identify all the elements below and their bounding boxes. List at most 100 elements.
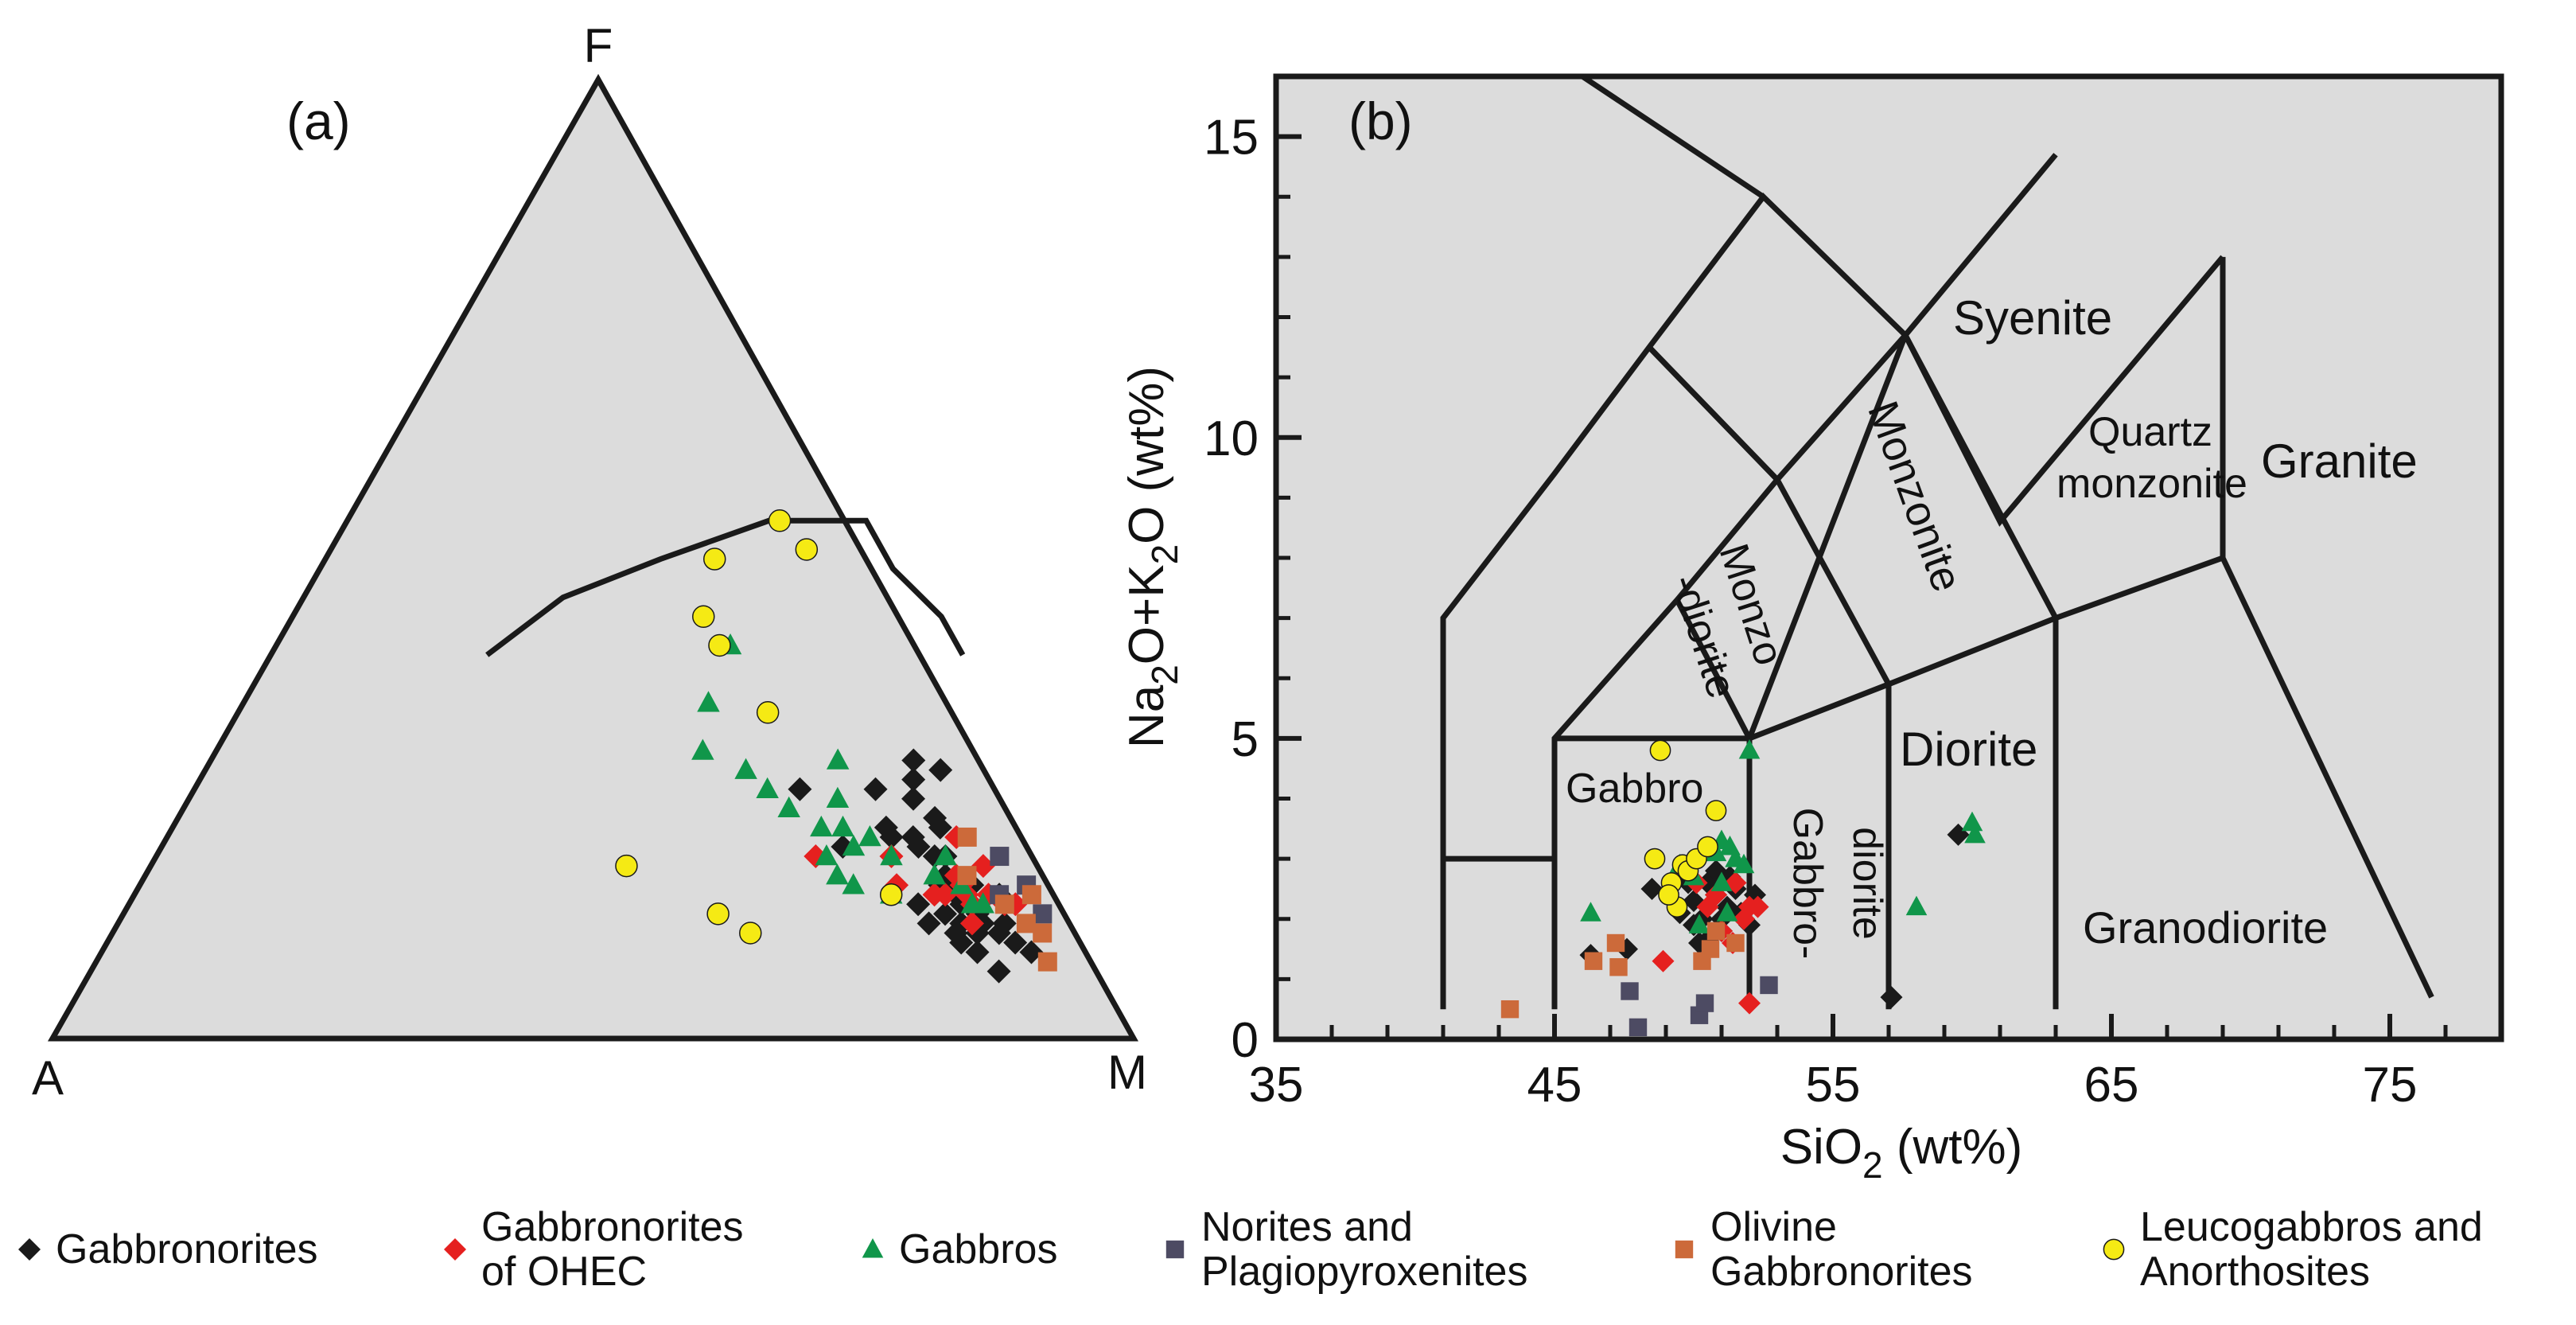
ternary-point [933,902,958,926]
field-label-quartz-monzonite-2: monzonite [2057,461,2247,507]
ternary-point [1037,952,1057,972]
ternary-point [916,911,941,936]
field-label-quartz-monzonite-1: Quartz [2088,409,2212,455]
ternary-point [702,548,726,571]
tas-point [1584,952,1603,970]
legend-item-gabbros: Gabbros [859,1186,1057,1313]
legend-label: Olivine Gabbronorites [1710,1204,1973,1295]
legend-label: Norites and Plagiopyroxenites [1201,1204,1528,1295]
ternary-point [957,827,977,847]
ternary-point [768,509,792,532]
tas-point [1710,871,1733,891]
tas-point [1606,933,1625,953]
y-tick-label: 5 [1232,712,1259,767]
ternary-point [788,777,812,801]
legend-marker-shape [18,1238,41,1261]
ternary-point [815,844,839,866]
ternary-point [928,815,952,840]
ternary-point [990,847,1010,867]
ternary-point [965,940,990,965]
tas-point [1760,976,1778,995]
tas-point [1697,836,1718,858]
vertex-label-f: F [584,19,613,72]
tas-point [1746,895,1769,918]
ternary-point [879,824,904,849]
ternary-point [692,605,715,629]
tas-point [1706,922,1726,941]
ternary-point [959,911,984,936]
ternary-point [1016,914,1036,933]
x-tick-label: 55 [1806,1058,1861,1113]
ternary-point [957,866,977,886]
tas-point [1621,982,1639,1000]
tas-point [1688,914,1710,933]
ternary-point [1033,904,1053,924]
tas-point [1609,958,1628,976]
ternary-point [901,786,926,811]
y-axis-label: Na2O+K2O (wt%) [1119,366,1185,748]
ternary-point [934,844,957,866]
field-label-granite: Granite [2261,435,2418,488]
ternary-point [880,844,903,866]
legend-label: Leucogabbros and Anorthosites [2140,1204,2483,1295]
tas-point [1500,1000,1520,1019]
legend-item-leucogabbros: Leucogabbros and Anorthosites [2100,1186,2483,1313]
ternary-point [842,873,865,894]
tas-point [1738,739,1761,759]
field-label-gabbrodiorite-1: Gabbro- [1784,808,1831,960]
legend-marker-shape [2103,1238,2125,1261]
x-axis-label: SiO2 (wt%) [1780,1120,2023,1186]
field-label-diorite: Diorite [1900,723,2037,776]
tholeiitic-calc-alkaline-boundary [485,517,966,657]
legend-marker [862,1238,884,1258]
tas-point [1738,992,1761,1015]
tas-field-boundary [1902,333,2059,1010]
ternary-point [971,854,995,879]
ternary-point [756,701,780,724]
ternary-point [901,748,926,773]
field-label-syenite: Syenite [1953,291,2112,345]
x-tick-label: 75 [2363,1058,2418,1113]
legend-label: Gabbronorites of OHEC [481,1204,744,1295]
tas-point [1733,853,1755,874]
field-label-gabbro: Gabbro [1566,766,1703,812]
tas-field-boundary [1581,74,1765,200]
ternary-point [1021,885,1041,905]
ternary-point [691,738,714,760]
x-tick-label: 45 [1527,1058,1582,1113]
legend-marker-shape [444,1238,466,1261]
legend-marker [18,1238,41,1261]
legend-marker [2103,1238,2125,1261]
ternary-point [1033,923,1053,943]
ternary-point [826,748,850,770]
tas-data-points [1500,739,1986,1037]
ternary-point [795,538,819,561]
tas-point [1580,902,1601,922]
ternary-point [697,691,720,712]
legend-marker [1675,1240,1694,1259]
tas-field-boundary [1647,345,1780,482]
tas-field-boundary [1674,598,1753,740]
vertex-label-m: M [1107,1046,1147,1099]
tas-point [1961,811,1983,832]
ternary-point [826,863,849,885]
ternary-point [928,758,953,782]
tas-plot: 35 45 55 65 75 0 5 10 15 (b) Syenite Granite Qua… [1119,73,2504,1186]
x-tick-label: 65 [2084,1058,2139,1113]
legend: Gabbronorites Gabbronorites of OHEC Gabbro… [0,1186,2576,1313]
legend-item-norites: Norites and Plagiopyroxenites [1162,1186,1527,1313]
tas-point [1640,877,1664,900]
tas-point [1964,823,1986,844]
legend-marker-shape [862,1238,884,1258]
ternary-afm-plot: (a) F A M [32,19,1147,1105]
legend-marker-shape [1675,1240,1694,1259]
ternary-data-points [615,509,1057,984]
tas-point [1726,933,1745,953]
ternary-point [858,824,881,847]
ternary-point [949,930,974,955]
tas-field-boundary [2220,556,2434,999]
ternary-point [842,835,866,856]
tas-axis-ticks: 35 45 55 65 75 0 5 10 15 [1204,74,2448,1113]
ternary-point [739,922,762,945]
tas-point [1905,895,1928,916]
